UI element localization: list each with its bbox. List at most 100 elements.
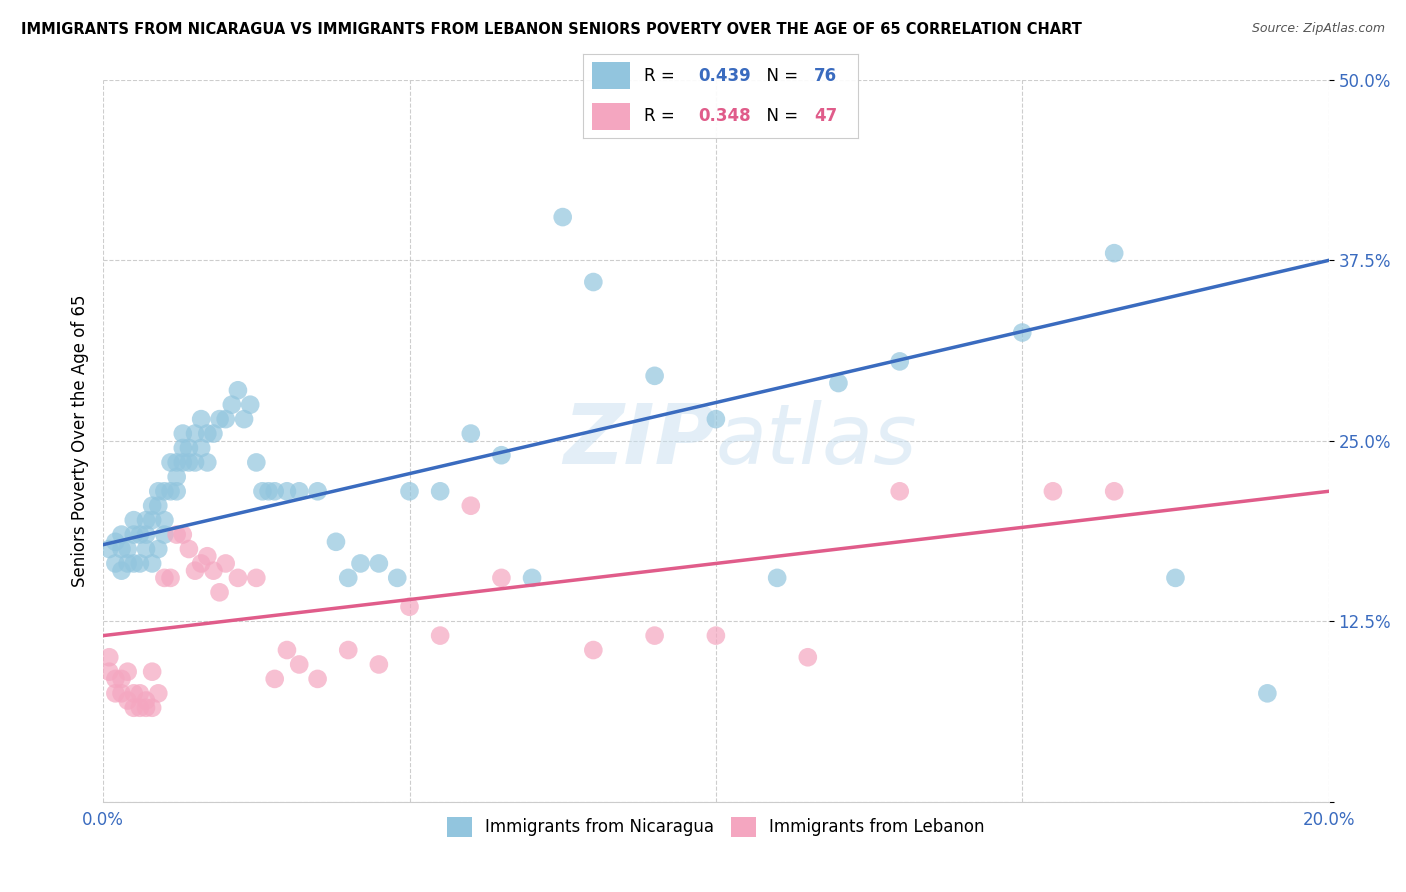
Point — [117, 693, 139, 707]
Point — [159, 484, 181, 499]
Point — [190, 412, 212, 426]
Point — [827, 376, 849, 390]
Point — [110, 541, 132, 556]
Point — [177, 441, 200, 455]
Point — [122, 686, 145, 700]
Point — [208, 585, 231, 599]
Point — [337, 643, 360, 657]
Point — [110, 672, 132, 686]
Text: Source: ZipAtlas.com: Source: ZipAtlas.com — [1251, 22, 1385, 36]
Point — [135, 541, 157, 556]
Point — [141, 499, 163, 513]
Point — [367, 557, 389, 571]
Point — [141, 513, 163, 527]
Point — [122, 700, 145, 714]
Point — [288, 484, 311, 499]
Point — [128, 686, 150, 700]
Point — [153, 571, 176, 585]
Point — [1102, 484, 1125, 499]
Point — [128, 527, 150, 541]
Point — [172, 441, 194, 455]
Point — [276, 484, 298, 499]
Point — [166, 527, 188, 541]
Point — [263, 484, 285, 499]
Point — [460, 499, 482, 513]
Point — [153, 527, 176, 541]
Point — [263, 672, 285, 686]
Point — [252, 484, 274, 499]
Point — [128, 700, 150, 714]
Y-axis label: Seniors Poverty Over the Age of 65: Seniors Poverty Over the Age of 65 — [72, 294, 89, 587]
Point — [398, 599, 420, 614]
Point — [221, 398, 243, 412]
Point — [177, 541, 200, 556]
Point — [122, 557, 145, 571]
Point — [245, 455, 267, 469]
Point — [233, 412, 256, 426]
Point — [387, 571, 409, 585]
Point — [104, 672, 127, 686]
Point — [889, 354, 911, 368]
Point — [582, 643, 605, 657]
Point — [551, 210, 574, 224]
Point — [644, 629, 666, 643]
Point — [135, 527, 157, 541]
Point — [1256, 686, 1278, 700]
Point — [128, 557, 150, 571]
Point — [141, 557, 163, 571]
Legend: Immigrants from Nicaragua, Immigrants from Lebanon: Immigrants from Nicaragua, Immigrants fr… — [440, 810, 991, 844]
Point — [644, 368, 666, 383]
Point — [491, 571, 513, 585]
Point — [257, 484, 280, 499]
Point — [98, 541, 121, 556]
Point — [429, 629, 451, 643]
Point — [307, 672, 329, 686]
FancyBboxPatch shape — [592, 103, 630, 130]
Text: R =: R = — [644, 107, 681, 125]
Point — [135, 700, 157, 714]
Point — [1102, 246, 1125, 260]
Point — [226, 571, 249, 585]
Point — [117, 541, 139, 556]
Point — [148, 686, 170, 700]
Point — [104, 557, 127, 571]
Point — [195, 426, 218, 441]
Point — [122, 527, 145, 541]
Point — [215, 412, 238, 426]
Point — [245, 571, 267, 585]
Point — [135, 693, 157, 707]
Point — [520, 571, 543, 585]
Point — [337, 571, 360, 585]
Point — [307, 484, 329, 499]
Point — [166, 484, 188, 499]
Point — [215, 557, 238, 571]
Point — [166, 470, 188, 484]
Point — [148, 484, 170, 499]
Point — [148, 541, 170, 556]
Point — [202, 426, 225, 441]
Point — [153, 484, 176, 499]
Point — [704, 412, 727, 426]
Point — [141, 700, 163, 714]
Point — [276, 643, 298, 657]
Point — [349, 557, 371, 571]
Text: 47: 47 — [814, 107, 837, 125]
Point — [460, 426, 482, 441]
Point — [172, 455, 194, 469]
Point — [704, 629, 727, 643]
Point — [195, 549, 218, 564]
Point — [98, 665, 121, 679]
Text: atlas: atlas — [716, 401, 918, 482]
Text: 76: 76 — [814, 67, 837, 85]
Point — [159, 455, 181, 469]
Point — [766, 571, 789, 585]
Point — [195, 455, 218, 469]
Point — [117, 665, 139, 679]
Point — [367, 657, 389, 672]
Point — [208, 412, 231, 426]
Point — [325, 534, 347, 549]
FancyBboxPatch shape — [592, 62, 630, 89]
Point — [1011, 326, 1033, 340]
Point — [104, 534, 127, 549]
Point — [104, 686, 127, 700]
